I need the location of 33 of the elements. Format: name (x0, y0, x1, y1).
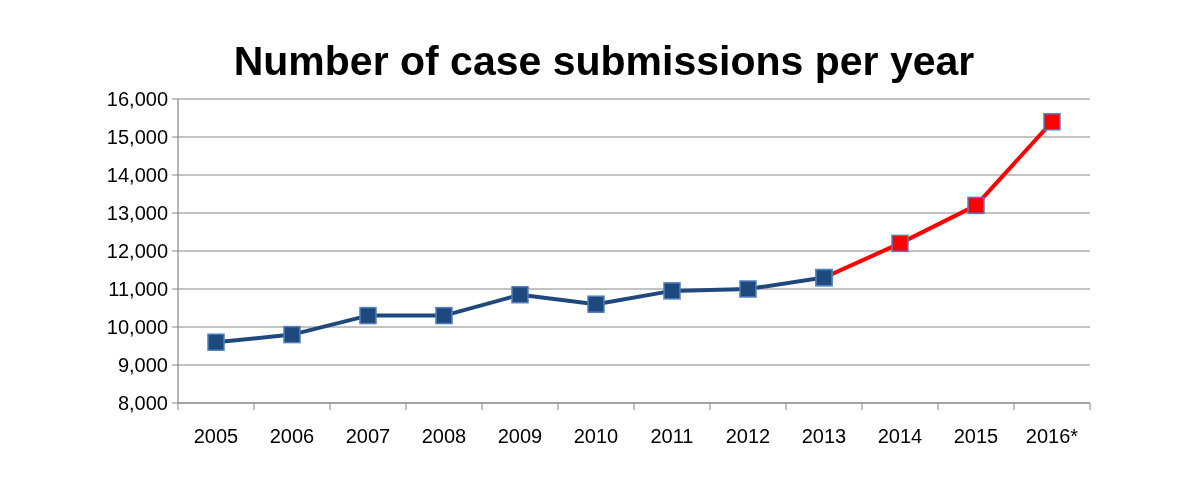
x-tick-label: 2011 (650, 425, 694, 447)
point (207, 333, 225, 351)
y-tick-label: 14,000 (106, 164, 168, 186)
x-tick-label: 2013 (801, 425, 847, 447)
y-tick-label: 9,000 (117, 354, 168, 376)
y-tick-label: 11,000 (108, 278, 168, 300)
point (435, 306, 453, 325)
y-tick-label: 16,000 (106, 88, 168, 110)
point (359, 306, 377, 325)
x-tick-label: 2005 (193, 425, 239, 447)
point (587, 295, 605, 313)
x-tick-label: 2006 (269, 425, 315, 447)
y-tick-label: 12,000 (106, 240, 168, 262)
y-tick-label: 13,000 (106, 202, 168, 224)
x-tick-label: 2007 (345, 425, 391, 447)
x-tick-label: 2012 (725, 425, 771, 447)
point (739, 280, 757, 298)
point (1043, 113, 1061, 131)
chart-title: Number of case submissions per year (233, 38, 975, 84)
y-tick-label: 8,000 (117, 392, 168, 414)
point (283, 325, 301, 344)
y-tick-label: 15,000 (106, 126, 168, 148)
point (967, 196, 985, 215)
x-tick-label: 2016* (1025, 425, 1079, 447)
x-tick-label: 2008 (421, 425, 467, 447)
x-tick-label: 2009 (497, 425, 543, 447)
point (663, 282, 681, 300)
x-tick-label: 2014 (877, 425, 923, 447)
y-tick-label: 10,000 (106, 316, 168, 338)
point (511, 285, 529, 304)
x-tick-label: 2010 (573, 425, 619, 447)
point (891, 234, 909, 253)
x-tick-label: 2015 (953, 425, 999, 447)
